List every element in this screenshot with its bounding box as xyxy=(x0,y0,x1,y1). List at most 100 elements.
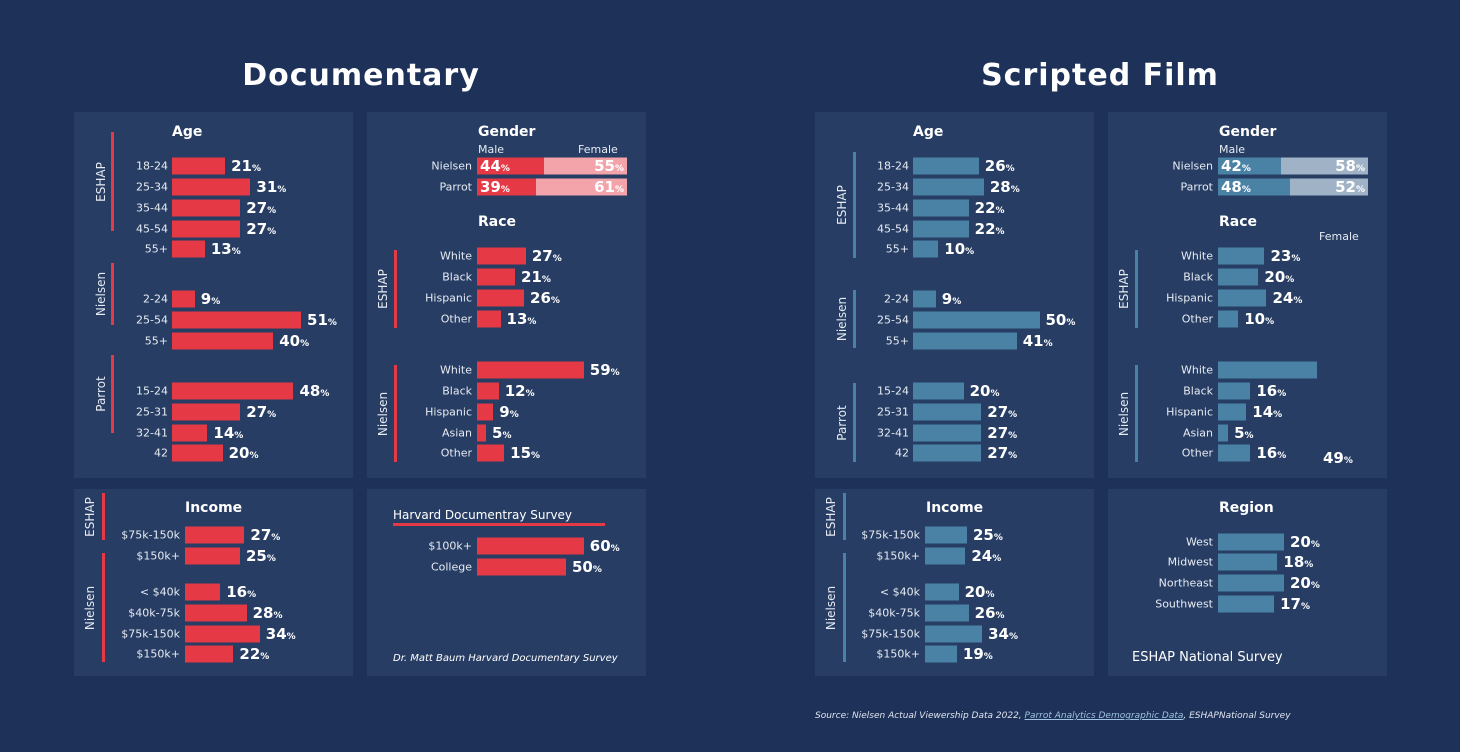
male-legend-label: Male xyxy=(1219,143,1246,156)
source-parrot-link[interactable]: Parrot Analytics Demographic Data xyxy=(1024,711,1184,721)
category-label: 42 xyxy=(895,446,909,460)
percent-sign: % xyxy=(300,339,310,349)
source-prefix: Source: xyxy=(815,711,853,721)
percent-sign: % xyxy=(231,247,241,257)
bar xyxy=(172,157,226,175)
percent-sign: % xyxy=(1008,431,1018,441)
value-number: 50 xyxy=(572,558,593,576)
gender-source-label: Nielsen xyxy=(431,159,472,173)
race-title: Race xyxy=(478,214,517,230)
percent-sign: % xyxy=(610,544,620,554)
male-bar xyxy=(1218,178,1290,196)
category-label: 55+ xyxy=(885,242,909,256)
bar-value: 13% xyxy=(507,310,537,328)
value-number: 16 xyxy=(1256,444,1278,462)
bar-value: 5% xyxy=(1234,424,1253,442)
bar-value: 27% xyxy=(532,247,562,265)
bar xyxy=(913,199,969,217)
bar-value: 9% xyxy=(499,403,518,421)
bar xyxy=(172,382,294,400)
category-label: $150k+ xyxy=(136,549,180,563)
bar xyxy=(1218,533,1284,551)
bar-value: 20% xyxy=(229,444,259,462)
female-value: 61% xyxy=(594,178,624,196)
bar xyxy=(925,583,959,601)
bar-value: 20% xyxy=(1290,574,1320,592)
category-label: 25-34 xyxy=(877,180,909,194)
percent-sign: % xyxy=(500,164,510,174)
percent-sign: % xyxy=(1304,560,1314,570)
gender-source-label: Parrot xyxy=(439,180,472,194)
bar-value: 27% xyxy=(246,199,276,217)
percent-sign: % xyxy=(249,451,259,461)
bar-value: 27% xyxy=(987,444,1017,462)
group-label: Nielsen xyxy=(83,585,97,630)
bar xyxy=(913,240,939,258)
income-title: Income xyxy=(926,500,984,516)
category-label: Southwest xyxy=(1155,597,1213,611)
value-number: 9 xyxy=(499,403,510,421)
bar-value: 59% xyxy=(590,361,620,379)
bar-value: 26% xyxy=(985,157,1015,175)
value-number: 5 xyxy=(492,424,503,442)
bar-value: 28% xyxy=(253,604,283,622)
percent-sign: % xyxy=(277,185,287,195)
category-label: 25-54 xyxy=(136,313,168,327)
value-number: 22 xyxy=(974,220,996,238)
group-label: Nielsen xyxy=(94,271,108,317)
female-legend-label: Female xyxy=(1319,230,1359,243)
source-eshap: , ESHAPNational Survey xyxy=(1183,711,1291,721)
value-number: 10 xyxy=(944,240,966,258)
bar xyxy=(1218,595,1275,613)
bar-value: 20% xyxy=(970,382,1000,400)
value-number: 16 xyxy=(226,583,248,601)
bar-value: 27% xyxy=(246,220,276,238)
category-label: 55+ xyxy=(144,334,168,348)
male-value: 44% xyxy=(480,157,510,175)
bar-value: 14% xyxy=(213,424,243,442)
bar-value: 27% xyxy=(246,403,276,421)
group-bracket xyxy=(843,493,846,540)
harvard-panel xyxy=(367,489,646,676)
percent-sign: % xyxy=(266,554,276,564)
bar-value: 19% xyxy=(963,645,993,663)
gender-title: Gender xyxy=(1219,124,1277,140)
percent-sign: % xyxy=(1008,632,1019,642)
income-panel xyxy=(815,489,1094,676)
bar-value: 5% xyxy=(492,424,511,442)
group-bracket xyxy=(843,553,846,662)
bar xyxy=(477,247,526,265)
percent-sign: % xyxy=(1043,339,1053,349)
percent-sign: % xyxy=(614,185,624,195)
value-number: 9 xyxy=(941,290,953,308)
category-label: Black xyxy=(442,270,472,284)
value-number: 40 xyxy=(279,332,301,350)
category-label: Black xyxy=(1183,384,1213,398)
category-label: White xyxy=(1181,249,1213,263)
bar-value: 31% xyxy=(256,178,286,196)
bar-value: 23% xyxy=(1270,247,1300,265)
value-number: 21 xyxy=(521,268,542,286)
bar xyxy=(913,444,982,462)
category-label: $40k-75k xyxy=(128,606,180,620)
female-legend-label: Female xyxy=(578,143,618,156)
value-number: 28 xyxy=(252,604,274,622)
bar-value: 41% xyxy=(1023,332,1053,350)
age-title: Age xyxy=(913,124,944,140)
percent-sign: % xyxy=(1310,540,1320,550)
category-label: $150k+ xyxy=(876,549,920,563)
bar xyxy=(913,403,982,421)
percent-sign: % xyxy=(327,318,337,328)
bar-value: 10% xyxy=(1244,310,1274,328)
scripted-film-title: Scripted Film xyxy=(981,58,1219,93)
female-value: 58% xyxy=(1335,157,1365,175)
harvard-underline xyxy=(393,523,605,526)
value-number: 5 xyxy=(1234,424,1245,442)
male-legend-label: Male xyxy=(478,143,505,156)
percent-sign: % xyxy=(320,389,330,399)
category-label: 25-34 xyxy=(136,180,168,194)
bar xyxy=(185,625,260,643)
bar xyxy=(477,289,525,307)
percent-sign: % xyxy=(1265,317,1275,327)
category-label: < $40k xyxy=(879,585,920,599)
